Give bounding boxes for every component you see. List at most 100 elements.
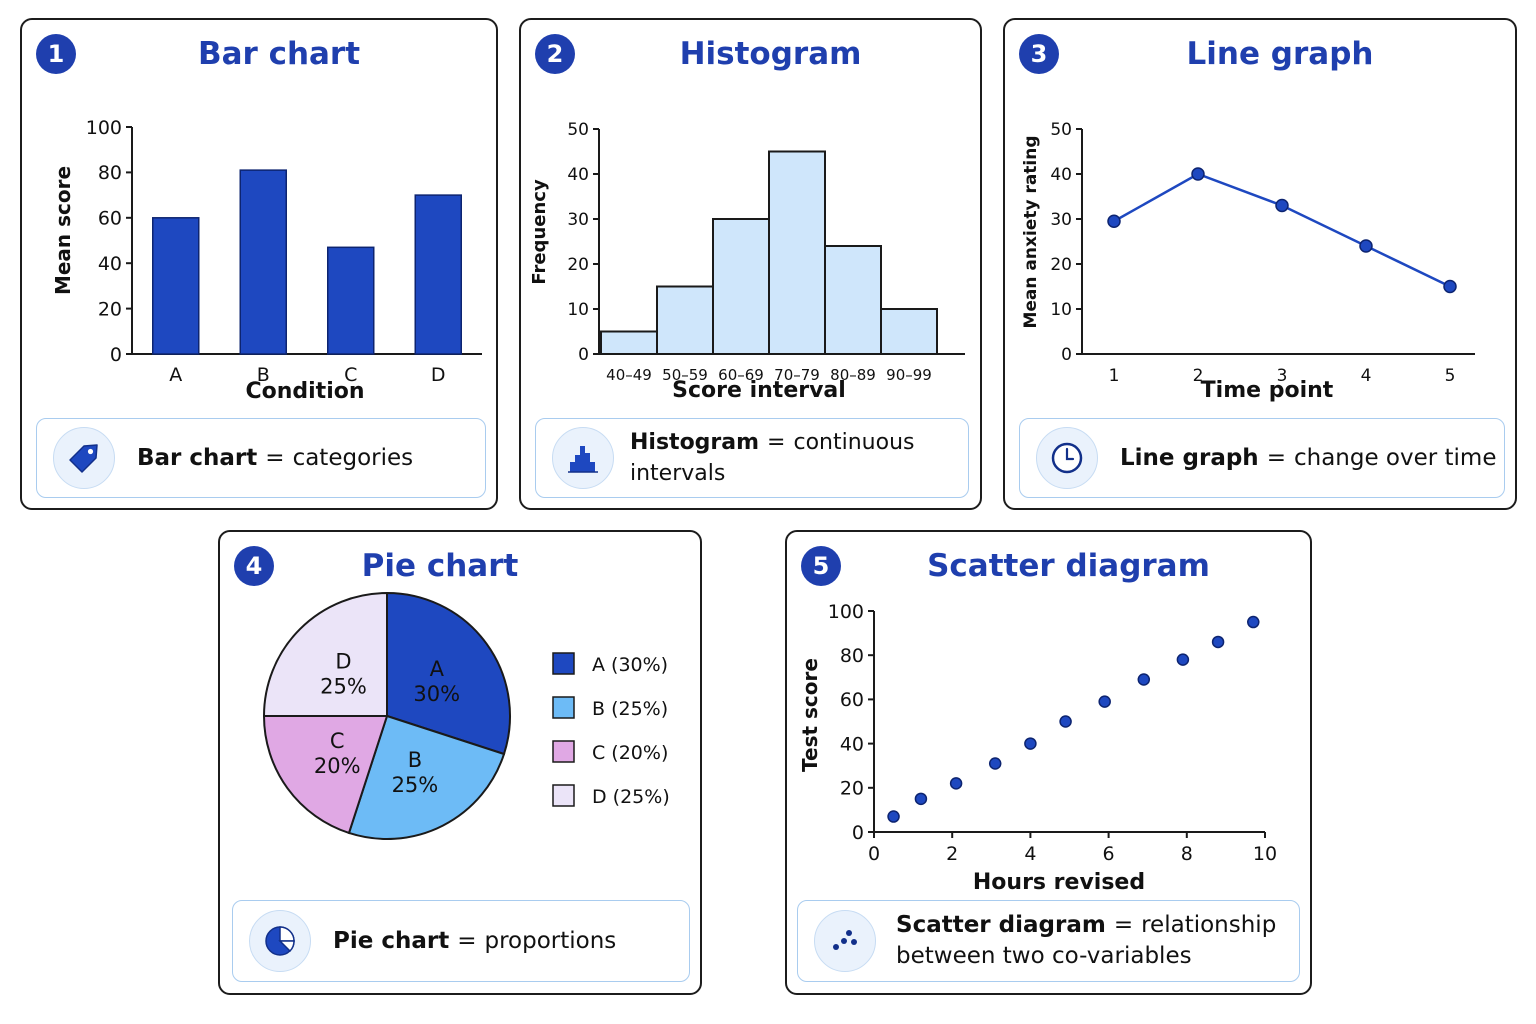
pie-slice [347,714,506,840]
caption-box: Pie chart = proportions [232,900,690,982]
y-tick-label: 60 [98,208,122,230]
x-tick-label: 2 [946,843,958,865]
y-tick-label: 40 [567,165,589,185]
legend-label: C (20%) [592,742,668,764]
histogram-bar [768,150,826,355]
data-point [1443,279,1457,294]
histogram-bar [600,330,658,355]
caption-equals: = [265,444,285,471]
slice-percent: 30% [413,682,460,706]
pie-slice [386,591,511,756]
y-tick-label: 60 [840,689,864,711]
caption-equals: = [1113,912,1134,938]
caption-description: proportions [484,927,617,954]
x-tick-label: 90–99 [886,366,932,384]
x-tick-label: 2 [1193,366,1204,386]
caption-text: Histogram = continuous intervals [630,427,968,489]
panel-title: Bar chart [197,36,361,72]
scatter-point [988,757,1002,770]
x-tick-label: 1 [1109,366,1120,386]
scatter-point [1098,695,1111,708]
scatter-point [1211,635,1225,649]
y-tick-label: 40 [1050,165,1072,185]
panel-number-badge: 2 [535,34,575,74]
data-point [1107,214,1121,228]
panel-title: Histogram [679,36,862,72]
x-tick-label: A [169,364,182,386]
y-tick-label: 10 [567,300,589,320]
caption-description: change over time [1293,444,1497,471]
slice-percent: 20% [314,754,361,778]
legend-label: B (25%) [592,698,668,720]
x-axis-label: Time point [1201,378,1334,403]
panel-title: Line graph [1186,36,1374,72]
x-tick-label: 4 [1361,366,1372,386]
y-axis-label: Mean anxiety rating [1021,135,1041,328]
caption-term: Scatter diagram [896,912,1106,938]
y-tick-label: 30 [1050,210,1072,230]
y-tick-label: 80 [840,645,864,667]
scatter-point [1176,653,1190,666]
scatter-point [1059,715,1072,728]
clock-icon [1036,427,1098,489]
line-chart: 0 10 20 30 40 50 1 2 3 4 5 Time point Mean anxiety r… [1021,120,1475,403]
caption-term: Bar chart [137,444,258,471]
x-tick-label: 60–69 [718,366,764,384]
caption-box: Bar chart = categories [36,418,486,498]
histogram-bar [656,285,714,355]
slice-label: C [330,729,345,753]
data-point [1191,167,1205,181]
line-graph-panel: 3 Line graph 0 10 20 30 40 50 1 2 3 4 5 Time point M… [1003,18,1517,510]
series-line [1113,172,1451,288]
data-point [1359,239,1373,253]
slice-label: D [335,650,351,674]
x-tick-label: 3 [1277,366,1288,386]
tag-icon [53,427,115,489]
caption-text: Scatter diagram = relationship between two… [896,910,1276,972]
panel-number-badge: 4 [234,546,274,586]
caption-text: Bar chart = categories [137,443,413,474]
caption-equals: = [767,430,786,455]
bar [327,246,375,355]
caption-equals: = [1266,444,1286,471]
x-axis-label: Condition [245,379,364,404]
caption-term: Histogram [630,430,760,455]
panel-title: Scatter diagram [927,548,1210,584]
caption-box: Line graph = change over time [1019,418,1505,498]
legend-label: D (25%) [592,786,670,808]
y-tick-label: 30 [567,210,589,230]
x-tick-label: 4 [1024,843,1036,865]
y-axis-label: Mean score [51,166,75,295]
slice-percent: 25% [320,675,367,699]
x-tick-label: 80–89 [830,366,876,384]
bar-chart: 0 20 40 60 80 100 A B C D Condition Mean score [51,117,482,404]
histogram-bar [712,218,770,355]
bar [414,194,462,355]
slice-label: B [408,748,422,772]
slice-percent: 25% [392,773,439,797]
scatter-point [914,792,928,806]
y-tick-label: 40 [840,733,864,755]
caption-text: Pie chart = proportions [333,926,616,957]
y-tick-label: 50 [567,120,589,140]
scatter-point [1137,673,1151,686]
histogram-chart: 0 10 20 30 40 50 40–49 50–59 60–69 70–79 80–89 90–9… [529,120,965,403]
x-tick-label: D [431,364,446,386]
caption-equals: = [457,927,477,954]
y-tick-label: 80 [98,162,122,184]
x-tick-label: 5 [1445,366,1456,386]
caption-description: categories [292,444,414,471]
panel-number-badge: 3 [1019,34,1059,74]
y-axis-label: Test score [798,658,822,772]
caption-line-1: Scatter diagram = relationship [896,910,1276,941]
histogram-panel: 2 Histogram 0 10 20 30 40 50 40–49 50–59 60–69 70… [519,18,982,510]
y-tick-label: 10 [1050,300,1072,320]
caption-term: Pie chart [333,927,450,954]
caption-term: Line graph [1120,444,1259,471]
x-axis-label: Score interval [672,378,846,403]
panel-title: Pie chart [361,548,519,584]
scatter-point [887,810,900,823]
slice-label: A [430,657,445,681]
caption-box: Histogram = continuous intervals [535,418,969,498]
scatter-point [1247,615,1260,629]
